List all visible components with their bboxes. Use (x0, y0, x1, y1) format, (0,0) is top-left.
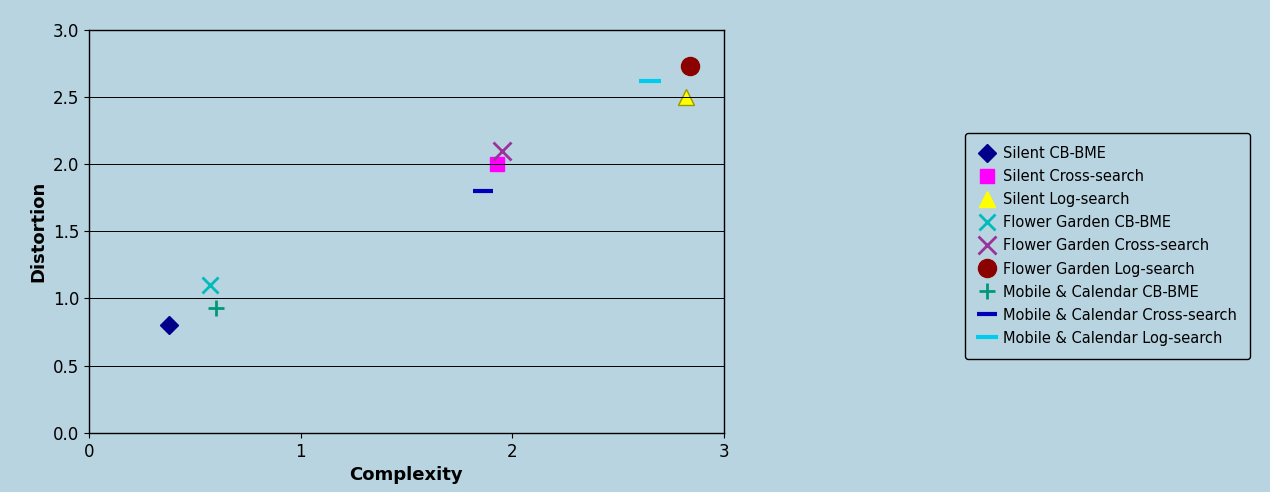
X-axis label: Complexity: Complexity (349, 466, 464, 484)
Legend: Silent CB-BME, Silent Cross-search, Silent Log-search, Flower Garden CB-BME, Flo: Silent CB-BME, Silent Cross-search, Sile… (965, 133, 1250, 359)
Y-axis label: Distortion: Distortion (29, 181, 47, 282)
